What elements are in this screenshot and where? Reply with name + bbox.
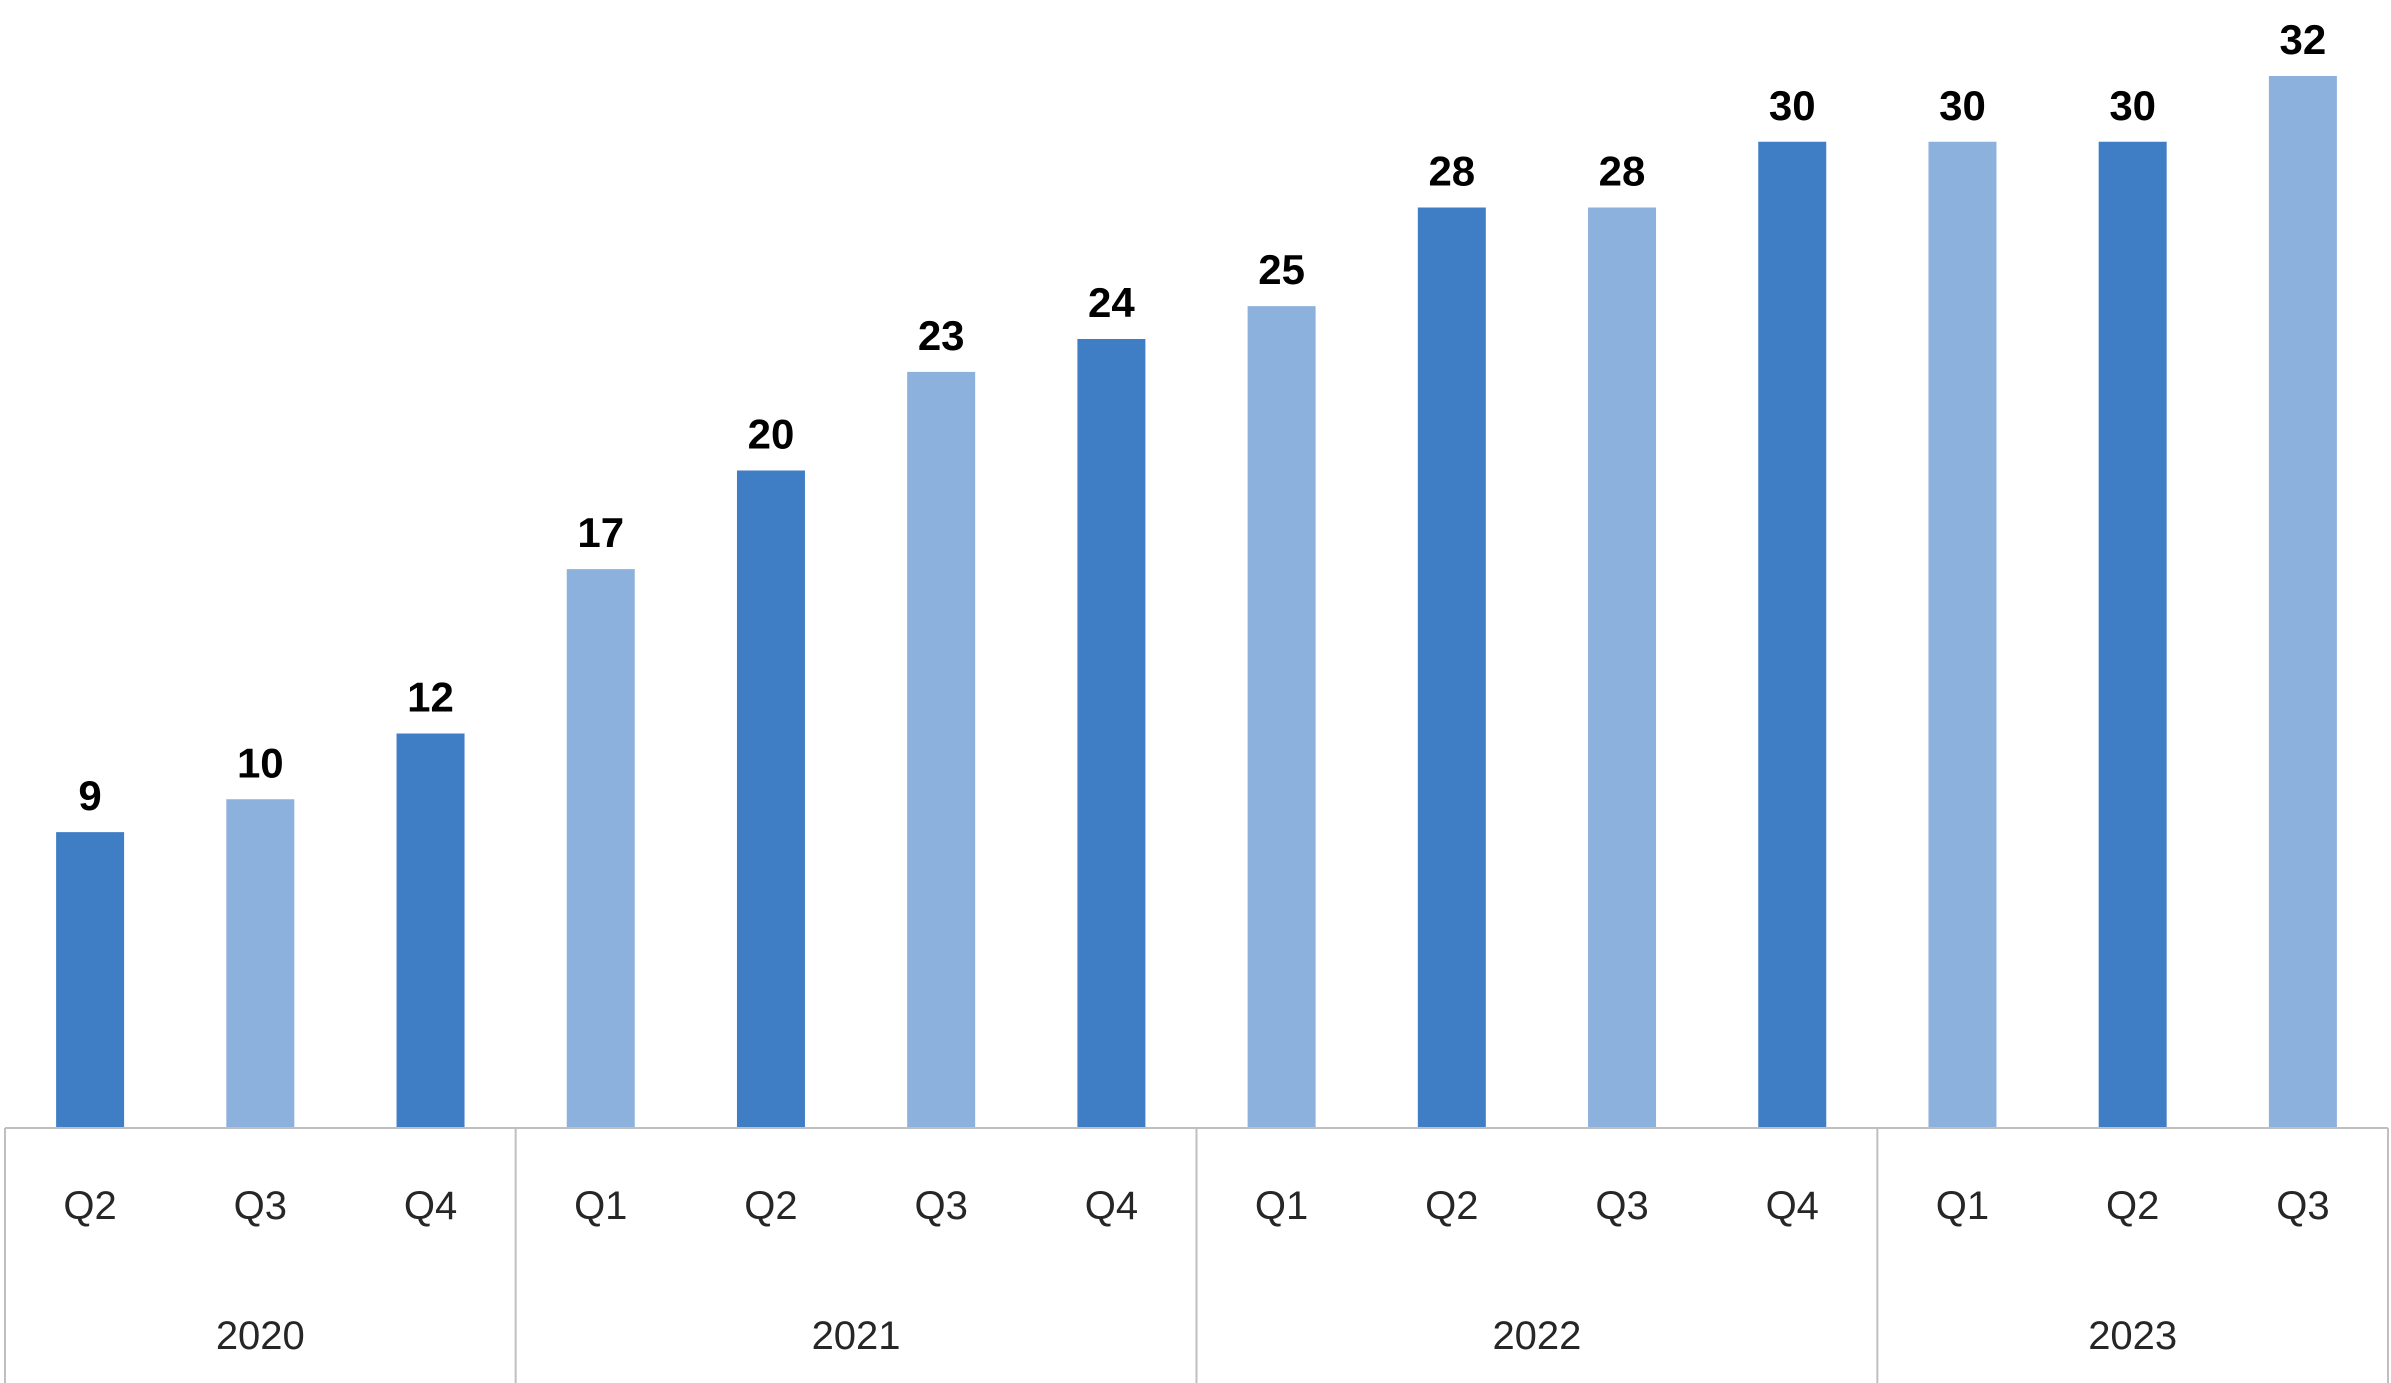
data-label-7: 24 bbox=[1088, 279, 1135, 326]
tick-label-6: Q3 bbox=[915, 1184, 968, 1228]
tick-label-5: Q2 bbox=[744, 1184, 797, 1228]
bar-10 bbox=[1588, 207, 1657, 1128]
data-label-12: 30 bbox=[1939, 82, 1986, 129]
data-label-4: 17 bbox=[577, 509, 624, 556]
tick-label-9: Q2 bbox=[1425, 1184, 1478, 1228]
group-label-2023: 2023 bbox=[2088, 1314, 2177, 1358]
data-label-1: 9 bbox=[78, 772, 101, 819]
tick-label-11: Q4 bbox=[1766, 1184, 1819, 1228]
bar-6 bbox=[907, 371, 976, 1129]
bar-13 bbox=[2098, 141, 2167, 1128]
bar-1 bbox=[56, 832, 125, 1129]
bar-5 bbox=[736, 470, 805, 1128]
tick-label-10: Q3 bbox=[1595, 1184, 1648, 1228]
bar-7 bbox=[1077, 339, 1146, 1128]
data-label-14: 32 bbox=[2280, 16, 2327, 63]
tick-label-7: Q4 bbox=[1085, 1184, 1138, 1228]
tick-label-12: Q1 bbox=[1936, 1184, 1989, 1228]
tick-label-4: Q1 bbox=[574, 1184, 627, 1228]
tick-label-8: Q1 bbox=[1255, 1184, 1308, 1228]
group-label-2022: 2022 bbox=[1492, 1314, 1581, 1358]
tick-label-14: Q3 bbox=[2276, 1184, 2329, 1228]
data-label-9: 28 bbox=[1428, 148, 1475, 195]
tick-label-1: Q2 bbox=[63, 1184, 116, 1228]
category-axis: Q2 Q3 Q4 Q1 Q2 Q3 Q4 Q1 Q2 Q3 Q4 Q1 Q2 Q3 2020 2021 2022… bbox=[4, 1127, 2389, 1383]
bars-layer bbox=[56, 76, 2337, 1129]
bar-2 bbox=[226, 799, 295, 1128]
data-label-2: 10 bbox=[237, 739, 284, 786]
bar-12 bbox=[1928, 141, 1997, 1128]
data-label-3: 12 bbox=[407, 674, 454, 721]
tick-label-13: Q2 bbox=[2106, 1184, 2159, 1228]
bar-4 bbox=[566, 569, 635, 1129]
tick-label-2: Q3 bbox=[234, 1184, 287, 1228]
data-label-13: 30 bbox=[2109, 82, 2156, 129]
data-label-5: 20 bbox=[748, 411, 795, 458]
bar-14 bbox=[2268, 76, 2337, 1128]
data-label-10: 28 bbox=[1599, 148, 1646, 195]
data-labels-layer: 9 10 12 17 20 23 24 25 28 28 30 30 30 32 bbox=[78, 16, 2326, 819]
bar-3 bbox=[396, 733, 465, 1128]
group-label-2020: 2020 bbox=[216, 1314, 305, 1358]
group-label-2021: 2021 bbox=[812, 1314, 901, 1358]
data-label-8: 25 bbox=[1258, 246, 1305, 293]
data-label-6: 23 bbox=[918, 312, 965, 359]
bar-11 bbox=[1758, 141, 1827, 1128]
bar-8 bbox=[1247, 306, 1316, 1129]
bar-9 bbox=[1417, 207, 1486, 1128]
data-label-11: 30 bbox=[1769, 82, 1816, 129]
tick-label-3: Q4 bbox=[404, 1184, 457, 1228]
